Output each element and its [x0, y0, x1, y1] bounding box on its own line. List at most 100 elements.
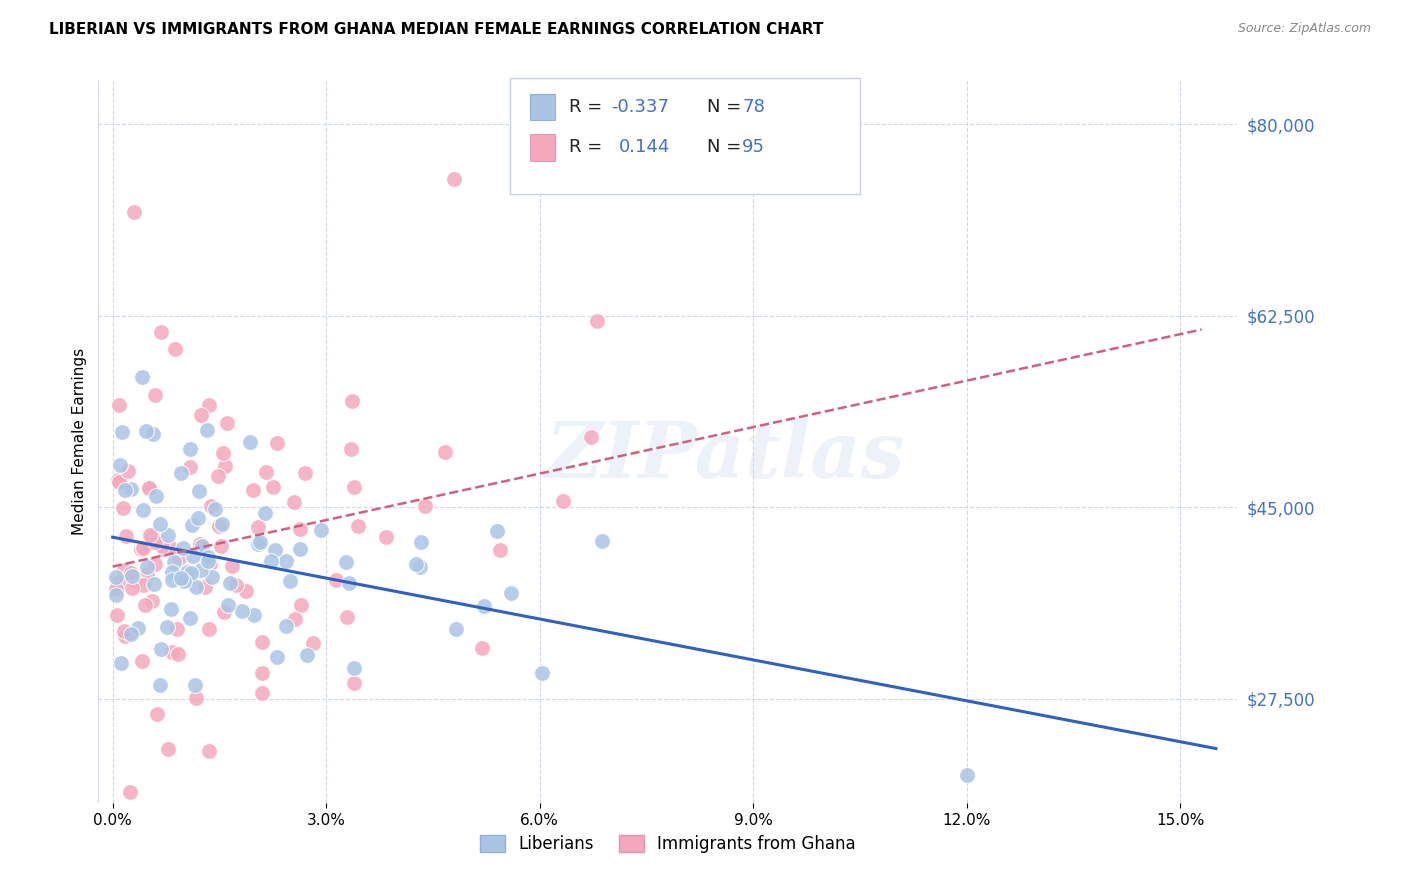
Point	[194, 580, 217, 594]
Point	[108, 574, 131, 589]
Point	[117, 464, 139, 478]
Point	[153, 541, 176, 556]
Point	[141, 530, 163, 544]
Point	[325, 573, 347, 587]
Point	[190, 408, 212, 422]
Point	[176, 570, 198, 584]
Point	[107, 474, 129, 488]
Point	[165, 343, 187, 357]
Point	[157, 528, 180, 542]
Point	[343, 676, 366, 690]
Point	[124, 574, 146, 588]
Text: LIBERIAN VS IMMIGRANTS FROM GHANA MEDIAN FEMALE EARNINGS CORRELATION CHART: LIBERIAN VS IMMIGRANTS FROM GHANA MEDIAN…	[49, 22, 824, 37]
Point	[501, 585, 523, 599]
Point	[127, 621, 149, 635]
Point	[186, 690, 208, 705]
Point	[167, 551, 190, 566]
Point	[215, 416, 238, 430]
Point	[150, 539, 173, 553]
Point	[150, 536, 173, 550]
Point	[138, 481, 160, 495]
Point	[121, 581, 143, 595]
Point	[409, 534, 432, 549]
Text: -0.337: -0.337	[612, 98, 669, 116]
Point	[243, 608, 266, 623]
Point	[114, 629, 136, 643]
Point	[219, 575, 242, 590]
Point	[132, 503, 155, 517]
Point	[266, 650, 288, 665]
Point	[247, 537, 270, 551]
Point	[247, 520, 270, 534]
Point	[239, 434, 262, 449]
Point	[136, 567, 159, 582]
Point	[105, 607, 128, 622]
Point	[188, 483, 211, 498]
Point	[207, 469, 229, 483]
Point	[166, 622, 188, 636]
Point	[336, 609, 359, 624]
Point	[956, 768, 979, 782]
Point	[180, 566, 202, 580]
Text: N =: N =	[707, 138, 747, 156]
Point	[283, 495, 305, 509]
Point	[136, 560, 159, 574]
Point	[167, 647, 190, 661]
Point	[143, 577, 166, 591]
Point	[374, 530, 396, 544]
Point	[160, 602, 183, 616]
Text: Source: ZipAtlas.com: Source: ZipAtlas.com	[1237, 22, 1371, 36]
Text: R =: R =	[569, 138, 609, 156]
Point	[197, 423, 219, 437]
Point	[231, 603, 253, 617]
Point	[531, 665, 554, 680]
Point	[254, 465, 277, 479]
Point	[579, 430, 602, 444]
Point	[179, 611, 201, 625]
Point	[290, 542, 312, 557]
Point	[105, 588, 128, 602]
Point	[179, 442, 201, 456]
Point	[118, 626, 141, 640]
Point	[249, 535, 271, 549]
Text: 78: 78	[742, 98, 765, 116]
Point	[157, 741, 180, 756]
Point	[252, 635, 274, 649]
Text: ZIPatlas: ZIPatlas	[546, 417, 904, 494]
Point	[162, 565, 184, 579]
Point	[160, 541, 183, 555]
Point	[149, 325, 172, 339]
Point	[135, 424, 157, 438]
Point	[149, 641, 172, 656]
Point	[183, 549, 205, 564]
Point	[160, 645, 183, 659]
Point	[108, 458, 131, 473]
Point	[184, 580, 207, 594]
Point	[485, 524, 508, 538]
Point	[176, 566, 198, 580]
Point	[260, 554, 283, 568]
Point	[409, 559, 432, 574]
Point	[131, 654, 153, 668]
Point	[179, 460, 201, 475]
Point	[197, 549, 219, 564]
Point	[208, 519, 231, 533]
Point	[343, 480, 366, 494]
Point	[188, 537, 211, 551]
Point	[204, 502, 226, 516]
Point	[155, 620, 177, 634]
Point	[294, 466, 316, 480]
Point	[211, 516, 233, 531]
Point	[339, 442, 361, 456]
Point	[118, 785, 141, 799]
Point	[250, 665, 273, 680]
Point	[172, 541, 194, 556]
Point	[284, 612, 307, 626]
Point	[105, 569, 128, 583]
Point	[187, 510, 209, 524]
Point	[413, 499, 436, 513]
Text: 95: 95	[742, 138, 765, 156]
Point	[295, 648, 318, 662]
Point	[311, 523, 333, 537]
Point	[181, 518, 204, 533]
